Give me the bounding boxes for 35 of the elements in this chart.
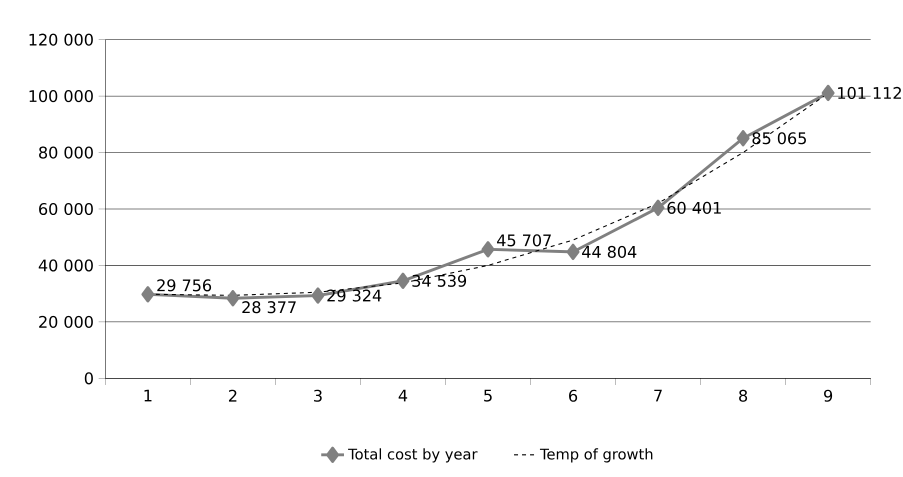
x-tick-label: 9 bbox=[824, 390, 832, 402]
data-label: 45 707 bbox=[497, 234, 551, 246]
data-label: 60 401 bbox=[667, 202, 721, 214]
point bbox=[226, 290, 240, 306]
y-tick-label: 80 000 bbox=[39, 146, 93, 159]
x-tick-label: 3 bbox=[314, 390, 322, 402]
y-tick-label: 0 bbox=[84, 372, 93, 384]
y-tick-label: 40 000 bbox=[38, 259, 93, 272]
x-tick-label: 8 bbox=[739, 390, 748, 402]
point bbox=[141, 286, 154, 302]
y-tick-label: 100 000 bbox=[30, 90, 93, 102]
x-tick-label: 6 bbox=[569, 390, 578, 402]
y-tick-label: 120 000 bbox=[30, 34, 93, 46]
x-tick-label: 4 bbox=[398, 390, 408, 402]
x-tick-label: 5 bbox=[484, 390, 492, 402]
point bbox=[566, 244, 580, 260]
legend-label: Temp of growth bbox=[540, 448, 652, 462]
y-tick-label: 60 000 bbox=[39, 202, 93, 216]
data-label: 34 539 bbox=[412, 274, 466, 287]
data-label: 29 324 bbox=[327, 290, 382, 302]
point bbox=[482, 241, 494, 258]
point bbox=[652, 200, 665, 216]
y-tick-label: 20 000 bbox=[39, 316, 93, 328]
x-tick-label: 2 bbox=[228, 390, 236, 402]
data-label: 28 377 bbox=[242, 301, 296, 314]
point bbox=[311, 287, 324, 304]
data-label: 29 756 bbox=[157, 279, 212, 292]
point bbox=[396, 272, 410, 289]
x-tick-label: 7 bbox=[654, 390, 662, 402]
data-label: 85 065 bbox=[752, 132, 806, 144]
point bbox=[736, 130, 750, 146]
point bbox=[822, 84, 835, 102]
data-label: 44 804 bbox=[582, 246, 636, 258]
x-tick-label: 1 bbox=[144, 390, 152, 402]
legend-label: Total cost by year bbox=[348, 448, 478, 462]
